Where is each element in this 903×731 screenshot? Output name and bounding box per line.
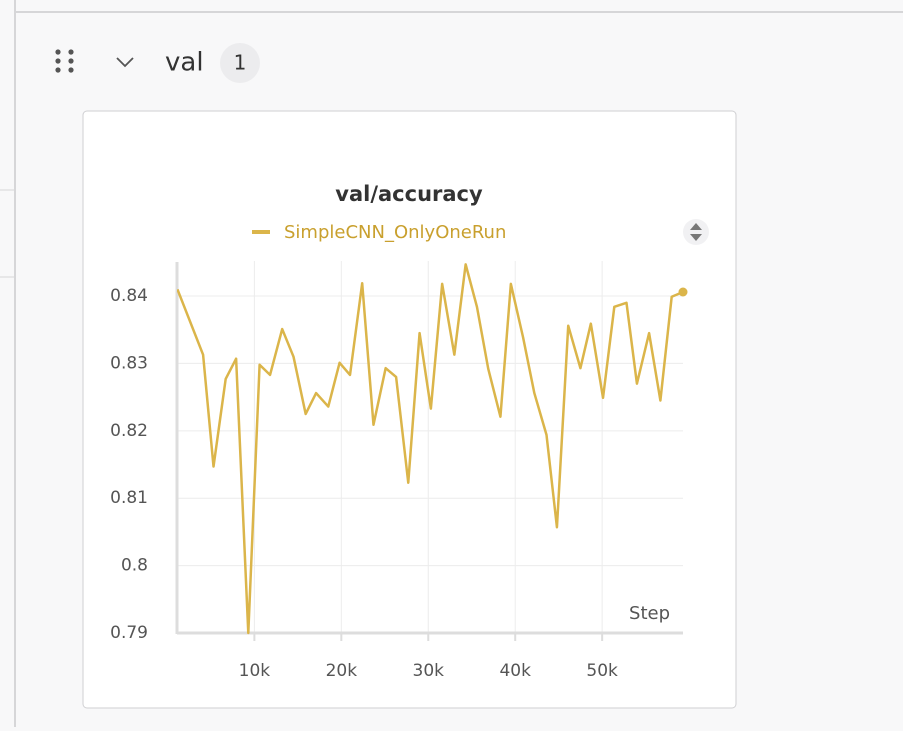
drag-handle[interactable]	[55, 49, 74, 73]
count-badge	[220, 43, 260, 83]
count-text: 1	[234, 51, 247, 75]
chart-title: val/accuracy	[335, 182, 483, 206]
section-title: val	[165, 48, 204, 78]
y-tick-label: 0.79	[110, 623, 148, 643]
x-tick-label: 10k	[239, 661, 271, 681]
y-tick-label: 0.83	[110, 353, 148, 373]
sort-down	[690, 234, 702, 241]
last-point	[678, 287, 688, 297]
series-line	[177, 263, 684, 635]
x-tick-label: 40k	[499, 661, 531, 681]
legend-label[interactable]: SimpleCNN_OnlyOneRun	[284, 222, 506, 243]
collapse-chevron[interactable]	[116, 57, 134, 68]
x-tick-label: 50k	[586, 661, 618, 681]
x-tick-label: 20k	[326, 661, 358, 681]
x-axis-label: Step	[629, 603, 670, 624]
y-tick-label: 0.8	[121, 556, 148, 576]
y-tick-label: 0.81	[110, 488, 148, 508]
x-tick-label: 30k	[413, 661, 445, 681]
y-tick-label: 0.84	[110, 286, 148, 306]
sort-up	[690, 223, 702, 230]
sort-button[interactable]	[683, 219, 709, 245]
panel	[82, 110, 737, 709]
y-tick-label: 0.82	[110, 421, 148, 441]
